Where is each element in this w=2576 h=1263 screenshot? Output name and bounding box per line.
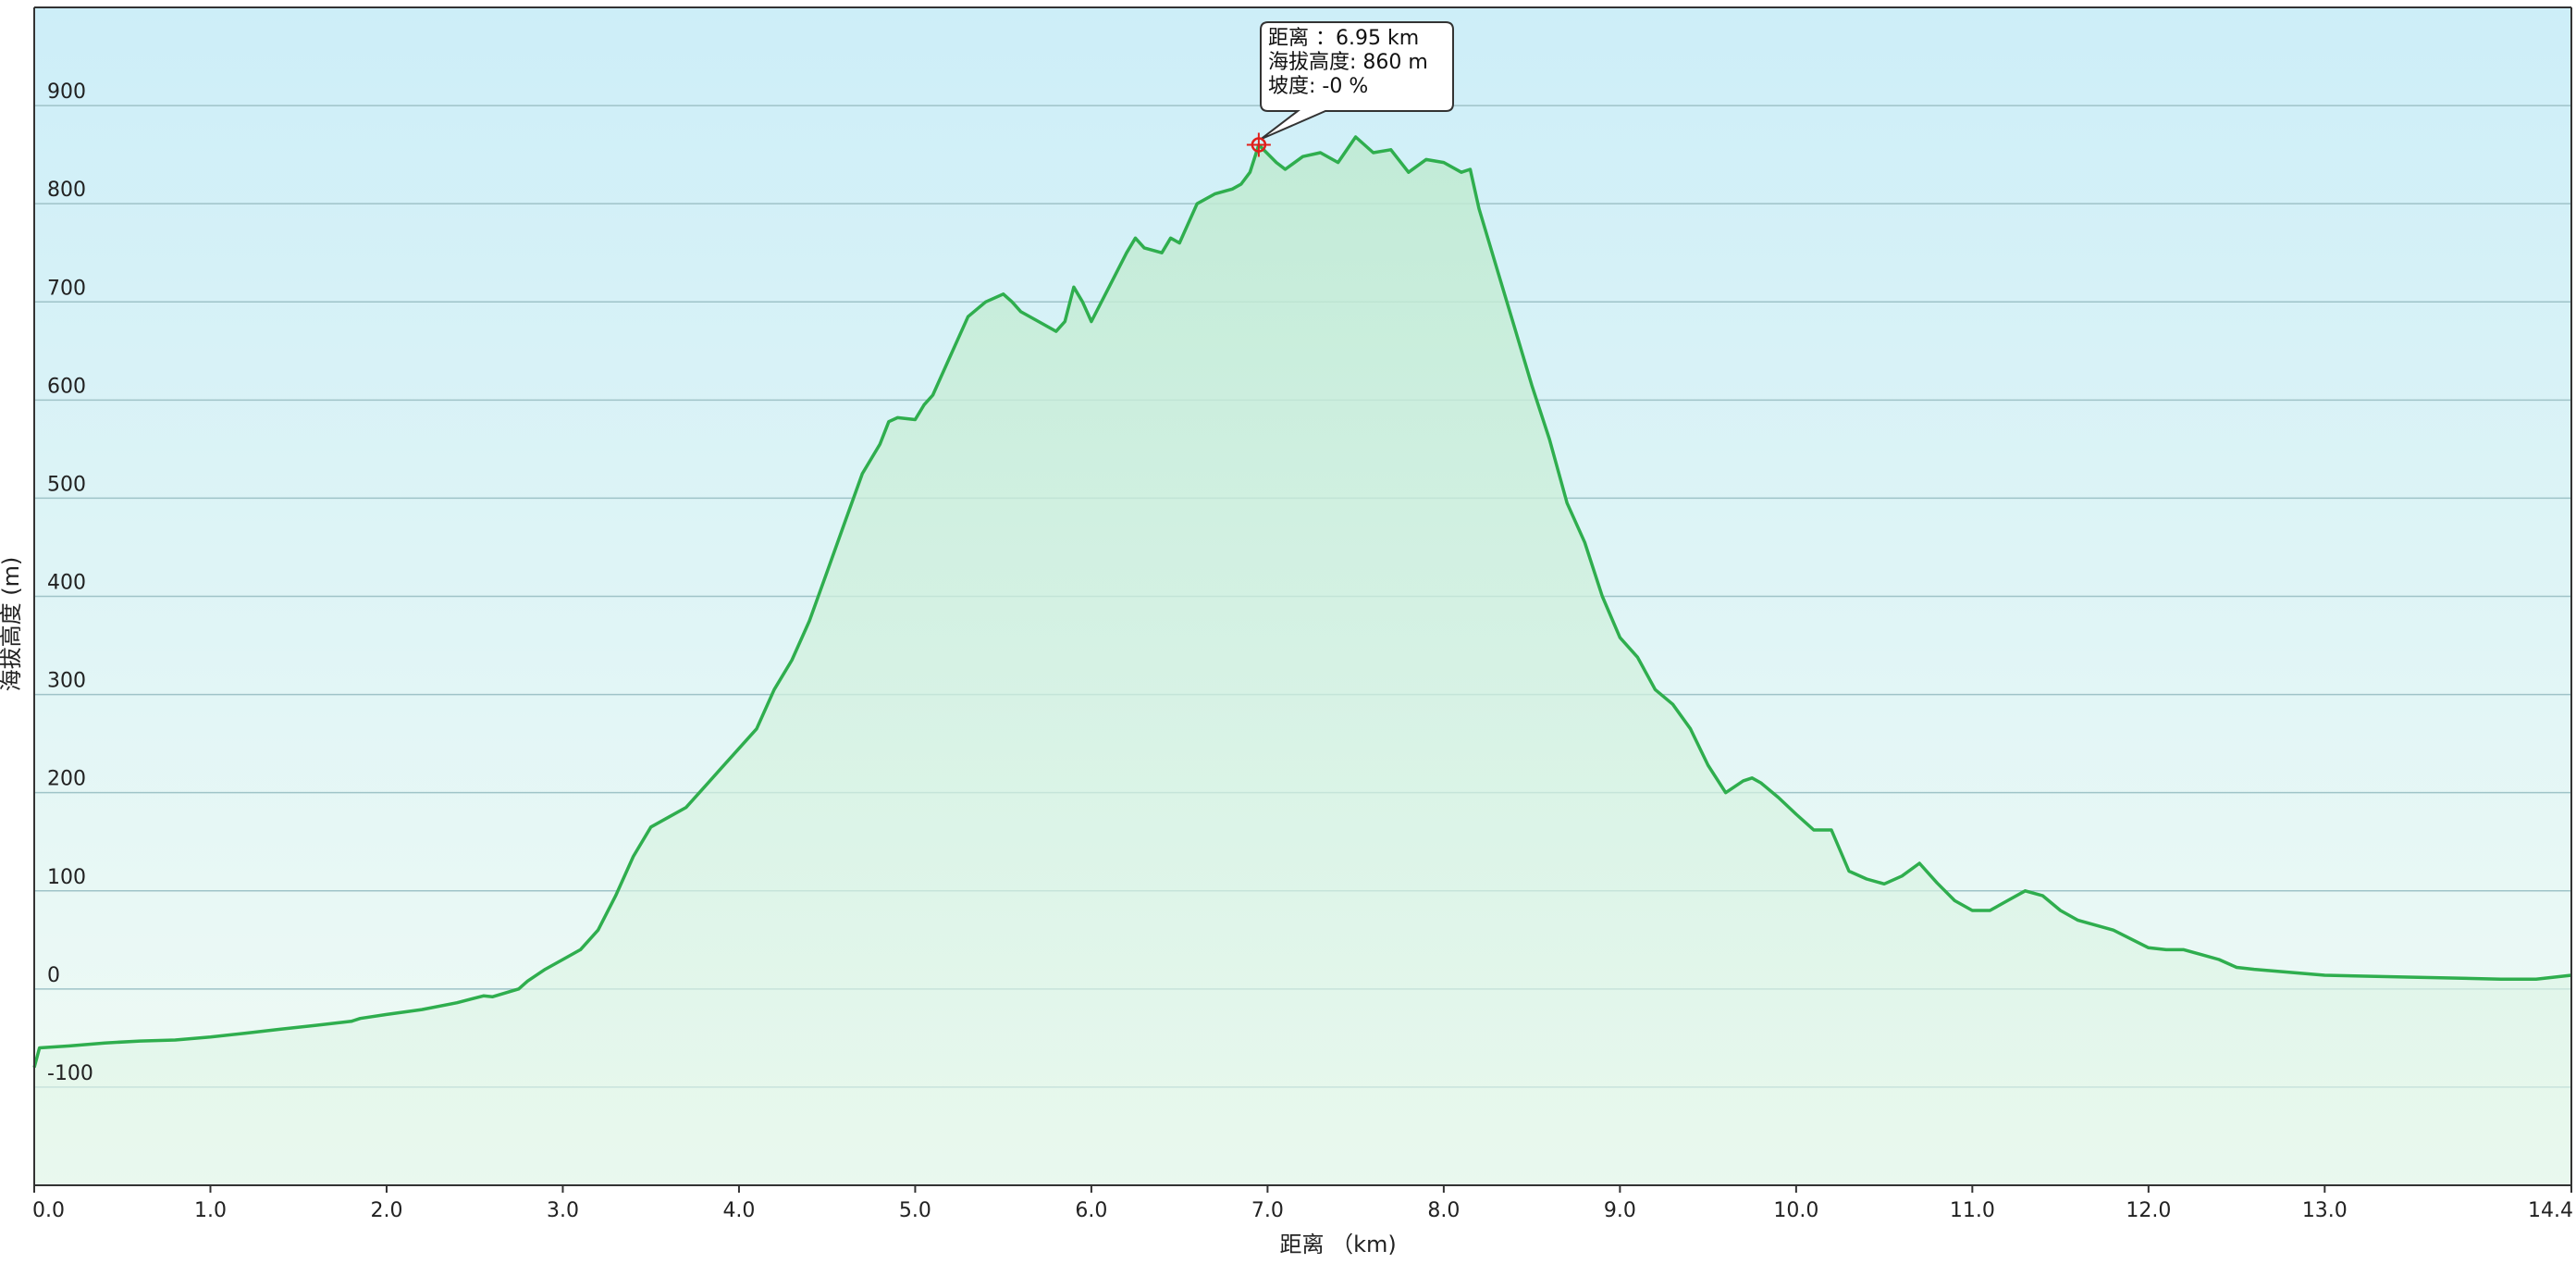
y-tick-label: 600 (47, 375, 86, 398)
x-tick-label: 12.0 (2126, 1199, 2171, 1222)
x-tick-label: 9.0 (1604, 1199, 1636, 1222)
y-tick-label: 800 (47, 179, 86, 202)
elevation-line (32, 135, 2572, 1069)
elevation-area-fill (34, 137, 2571, 1185)
x-tick-label: 6.0 (1075, 1199, 1107, 1222)
y-tick-label: 0 (47, 964, 60, 987)
x-tick-label: 10.0 (1773, 1199, 1818, 1222)
y-tick-label: 900 (47, 80, 86, 104)
x-tick-labels: 0.0 1.0 2.0 3.0 4.0 5.0 6.0 7.0 8.0 9.0 10.0 11.0 12… (32, 1199, 2573, 1222)
x-axis-title: 距离 （km) (1279, 1232, 1396, 1257)
axes (33, 6, 2572, 1193)
crosshair-marker-icon (1246, 132, 1271, 157)
x-tick-label: 14.4 (2528, 1199, 2573, 1222)
hover-tooltip: 距离 ：6.95 km 海拔高度: 860 m 坡度: -0 % (1246, 21, 1454, 157)
x-tick-label: 0.0 (32, 1199, 65, 1222)
x-tick-label: 2.0 (370, 1199, 402, 1222)
x-tick-label: 11.0 (1950, 1199, 1995, 1222)
x-tick-label: 3.0 (547, 1199, 579, 1222)
tooltip-slope: 坡度: -0 % (1268, 75, 1368, 98)
y-tick-label: 700 (47, 277, 86, 300)
x-tick-label: 7.0 (1251, 1199, 1284, 1222)
y-tick-labels: 900 800 700 600 500 400 300 200 100 0 -100 (47, 80, 93, 1085)
x-tick-label: 4.0 (722, 1199, 755, 1222)
tooltip-box (1260, 21, 1454, 141)
tooltip-distance: 距离 ：6.95 km (1268, 27, 1419, 50)
y-tick-label: 200 (47, 768, 86, 791)
y-tick-label: -100 (47, 1062, 93, 1085)
y-tick-label: 400 (47, 572, 86, 595)
x-tick-label: 13.0 (2302, 1199, 2348, 1222)
y-tick-label: 300 (47, 670, 86, 693)
x-tick-label: 8.0 (1427, 1199, 1460, 1222)
y-tick-label: 500 (47, 473, 86, 496)
tooltip-elevation: 海拔高度: 860 m (1268, 51, 1428, 74)
x-tick-label: 5.0 (899, 1199, 931, 1222)
x-tick-label: 1.0 (194, 1199, 227, 1222)
y-axis-title: 海拔高度 (m) (0, 557, 24, 692)
y-tick-label: 100 (47, 866, 86, 889)
